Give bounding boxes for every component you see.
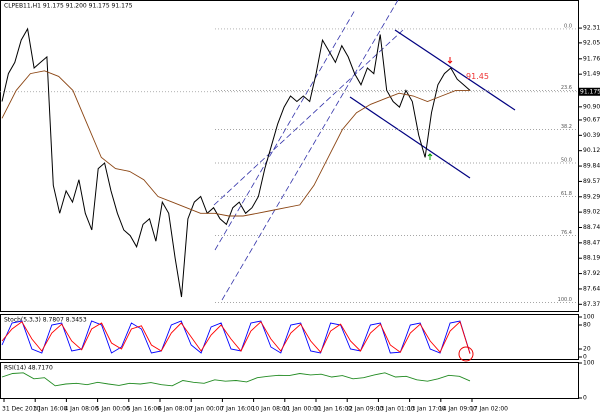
series-line: [1, 70, 470, 217]
x-tick-label: 13 Jan 01:00: [376, 406, 414, 413]
y-tick-label: 0: [583, 395, 587, 402]
y-tick-label: 89.845: [583, 163, 600, 170]
chart-title: CLPEB11,H1 91.175 91.200 91.175 91.175: [4, 3, 133, 10]
indicator-title: Stoch(5,3,3) 8.7807 8.3453: [4, 317, 87, 324]
y-tick-label: 90.120: [583, 147, 600, 154]
x-tick-label: 7 Jan 00:00: [189, 406, 223, 413]
x-tick-label: 5 Jan 00:00: [96, 406, 130, 413]
y-tick-label: 88.470: [583, 239, 600, 246]
series-line: [1, 320, 471, 354]
x-tick-label: 4 Jan 08:00: [64, 406, 98, 413]
y-tick-label: 87.370: [583, 301, 600, 308]
series-line: [1, 320, 471, 354]
y-tick-label: 92.315: [583, 25, 600, 32]
y-tick-label: 90.670: [583, 116, 600, 123]
x-tick-label: 3 Jan 16:00: [33, 406, 67, 413]
down-arrow: [447, 57, 453, 64]
y-tick-label: 91.765: [583, 55, 600, 62]
channel-lines: [213, 0, 516, 301]
indicator-title: RSI(14) 48.7170: [4, 365, 53, 372]
series-line: [1, 27, 471, 298]
current-price-label: 91.175: [580, 88, 600, 95]
y-tick-label: 88.745: [583, 224, 600, 231]
x-tick-label: 31 Dec 2010: [2, 406, 41, 413]
x-tick-label: 17 Jan 02:00: [470, 406, 508, 413]
x-tick-label: 13 Jan 17:00: [408, 406, 446, 413]
highlight-circle: [458, 346, 474, 362]
x-tick-label: 12 Jan 09:00: [345, 406, 383, 413]
x-tick-label: 11 Jan 16:00: [314, 406, 352, 413]
up-arrow: [427, 153, 433, 160]
current-price-box: [579, 87, 600, 96]
y-tick-label: 91.490: [583, 71, 600, 78]
fib-label: 38.2: [561, 124, 572, 130]
annotation: 91.45: [466, 72, 489, 81]
y-tick-label: 89.020: [583, 209, 600, 216]
fib-label: 61.8: [561, 191, 572, 197]
y-tick-label: 87.920: [583, 270, 600, 277]
x-tick-label: 5 Jan 16:00: [127, 406, 161, 413]
y-tick-label: 100: [583, 360, 595, 367]
fib-label: 76.4: [561, 230, 572, 236]
y-tick-label: 90.395: [583, 132, 600, 139]
x-tick-label: 6 Jan 08:00: [158, 406, 192, 413]
x-tick-label: 7 Jan 16:00: [220, 406, 254, 413]
y-tick-label: 89.295: [583, 193, 600, 200]
y-tick-label: 100: [583, 314, 595, 321]
x-tick-label: 11 Jan 00:00: [283, 406, 321, 413]
y-tick-label: 80: [583, 322, 591, 329]
x-tick-label: 10 Jan 08:00: [252, 406, 290, 413]
main-panel: [0, 0, 579, 312]
x-tick-label: 14 Jan 09:00: [439, 406, 477, 413]
y-tick-label: 20: [583, 346, 591, 353]
y-tick-label: 0: [583, 354, 587, 361]
rsi-panel: [0, 362, 579, 399]
y-tick-label: 87.645: [583, 285, 600, 292]
y-tick-label: 89.570: [583, 178, 600, 185]
series-line: [1, 372, 471, 387]
stoch-panel: [0, 314, 579, 360]
fib-label: 0.0: [564, 23, 572, 29]
y-tick-label: 90.905: [583, 103, 600, 110]
y-tick-label: 92.050: [583, 39, 600, 46]
fib-label: 23.6: [561, 85, 572, 91]
fib-label: 50.0: [561, 157, 572, 163]
y-tick-label: 88.195: [583, 255, 600, 262]
fib-label: 100.0: [558, 297, 572, 303]
